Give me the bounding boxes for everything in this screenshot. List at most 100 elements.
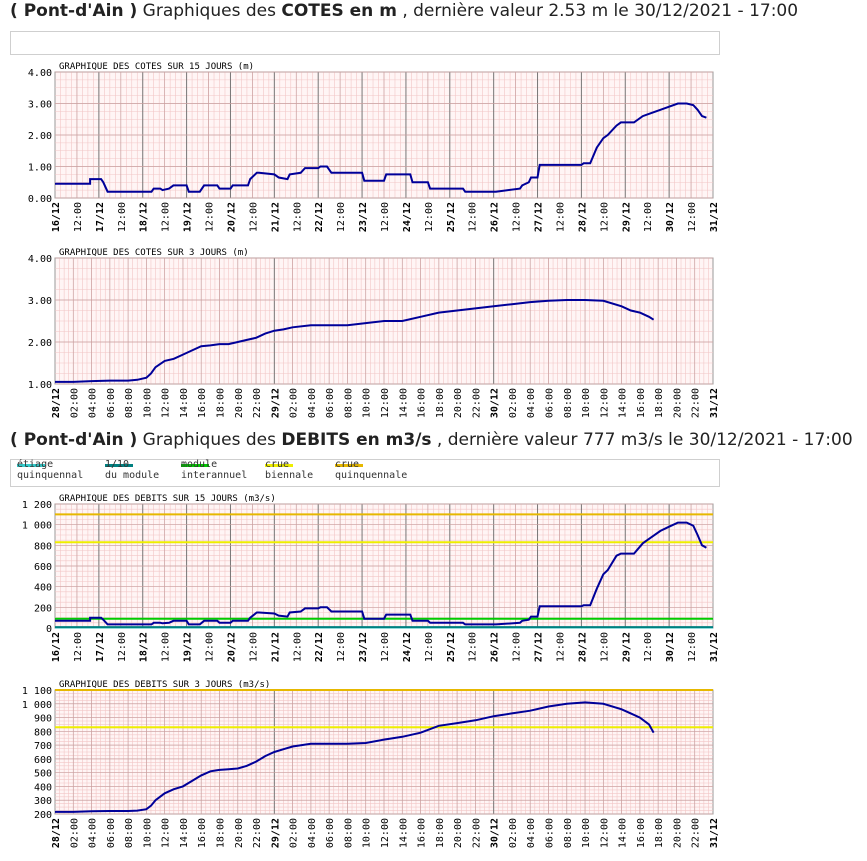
x-tick-label: 30/12 [665, 632, 676, 662]
heading-last-value: , dernière valeur 2.53 m le 30/12/2021 -… [396, 1, 799, 21]
x-tick-label: 12:00 [643, 202, 654, 232]
x-tick-label: 20:00 [672, 818, 683, 848]
x-tick-label: 16/12 [51, 202, 62, 232]
x-tick-label: 12:00 [555, 202, 566, 232]
x-tick-label: 12:00 [336, 632, 347, 662]
y-tick-label: 800 [34, 541, 52, 552]
x-tick-label: 08:00 [124, 388, 135, 418]
x-tick-label: 30/12 [490, 818, 501, 848]
legend-label: étiage quinquennal [17, 459, 84, 481]
x-tick-label: 20:00 [234, 388, 245, 418]
x-tick-label: 18:00 [435, 818, 446, 848]
x-tick-label: 10:00 [142, 388, 153, 418]
x-tick-label: 12:00 [599, 202, 610, 232]
x-tick-label: 10:00 [362, 818, 373, 848]
x-tick-label: 14:00 [179, 818, 190, 848]
x-tick-label: 28/12 [51, 818, 62, 848]
chart-title: GRAPHIQUE DES COTES SUR 15 JOURS (m) [59, 62, 254, 72]
x-tick-label: 14:00 [618, 818, 629, 848]
chart-title: GRAPHIQUE DES DEBITS SUR 15 JOURS (m3/s) [59, 494, 276, 504]
x-tick-label: 22:00 [252, 388, 263, 418]
y-tick-label: 0.00 [28, 194, 52, 205]
x-tick-label: 16/12 [51, 632, 62, 662]
heading-measure: DEBITS en m3/s [281, 430, 432, 450]
legend-label: crue quinquennale [335, 459, 408, 481]
x-tick-label: 22/12 [314, 202, 325, 232]
x-tick-label: 27/12 [534, 202, 545, 232]
x-tick-label: 12:00 [292, 202, 303, 232]
x-tick-label: 28/12 [51, 388, 62, 418]
x-tick-label: 21/12 [270, 202, 281, 232]
y-tick-label: 1.00 [28, 380, 52, 391]
x-tick-label: 18:00 [435, 388, 446, 418]
x-tick-label: 23/12 [358, 632, 369, 662]
x-tick-label: 12:00 [73, 632, 84, 662]
y-tick-label: 2.00 [28, 338, 52, 349]
series-line [55, 299, 655, 383]
x-tick-label: 12:00 [599, 388, 610, 418]
legend-label: 1/10 du module [105, 459, 160, 481]
x-tick-label: 12:00 [73, 202, 84, 232]
x-tick-label: 02:00 [289, 388, 300, 418]
x-tick-label: 16:00 [417, 818, 428, 848]
x-tick-label: 12:00 [117, 632, 128, 662]
x-tick-label: 23/12 [358, 202, 369, 232]
x-tick-label: 12:00 [292, 632, 303, 662]
y-tick-label: 700 [34, 741, 52, 752]
x-tick-label: 12:00 [555, 632, 566, 662]
x-tick-label: 04:00 [526, 818, 537, 848]
station-name: ( Pont-d'Ain ) [10, 1, 138, 21]
y-tick-label: 600 [34, 562, 52, 573]
x-tick-label: 12:00 [643, 632, 654, 662]
legend-item-module: module interannuel [181, 459, 247, 481]
x-tick-label: 18/12 [139, 202, 150, 232]
x-tick-label: 12:00 [336, 202, 347, 232]
heading-debits: ( Pont-d'Ain ) Graphiques des DEBITS en … [10, 430, 853, 450]
x-tick-label: 08:00 [343, 818, 354, 848]
x-tick-label: 12:00 [248, 632, 259, 662]
x-tick-label: 02:00 [69, 388, 80, 418]
chart-cotes-3-days: 1.00 2.00 3.00 4.00 28/12 02:00 04:00 06:00 08:0… [28, 248, 720, 418]
x-tick-label: 28/12 [577, 632, 588, 662]
y-tick-label: 300 [34, 796, 52, 807]
x-tick-label: 22:00 [471, 388, 482, 418]
legend-item-crue-biennale: crue biennale [265, 459, 313, 481]
x-tick-label: 21/12 [270, 632, 281, 662]
x-tick-label: 12:00 [512, 202, 523, 232]
x-tick-label: 16:00 [197, 388, 208, 418]
x-tick-label: 31/12 [709, 388, 720, 418]
x-tick-label: 12:00 [205, 632, 216, 662]
x-tick-label: 12:00 [205, 202, 216, 232]
x-tick-label: 14:00 [179, 388, 190, 418]
x-tick-label: 14:00 [618, 388, 629, 418]
x-tick-label: 12:00 [687, 202, 698, 232]
x-tick-label: 12:00 [248, 202, 259, 232]
chart-cotes-15-days: 0.00 1.00 2.00 3.00 4.00 16/12 12:00 17/12 12:00… [28, 62, 720, 232]
series-line [55, 701, 655, 813]
x-tick-label: 12:00 [380, 818, 391, 848]
x-tick-label: 12:00 [380, 632, 391, 662]
x-tick-label: 20:00 [672, 388, 683, 418]
x-tick-label: 24/12 [402, 632, 413, 662]
x-tick-label: 14:00 [398, 388, 409, 418]
x-tick-label: 25/12 [446, 632, 457, 662]
chart-debits-3-days: 200 300 400 500 600 700 800 900 1 000 1 100 28/12 0… [22, 680, 720, 848]
x-tick-label: 12:00 [512, 632, 523, 662]
x-tick-label: 30/12 [490, 388, 501, 418]
y-tick-label: 400 [34, 583, 52, 594]
y-tick-label: 1 100 [22, 686, 52, 697]
x-tick-label: 12:00 [599, 818, 610, 848]
y-tick-label: 900 [34, 714, 52, 725]
x-tick-label: 06:00 [545, 818, 556, 848]
legend: étiage quinquennal 1/10 du module module… [10, 459, 720, 487]
heading-cotes: ( Pont-d'Ain ) Graphiques des COTES en m… [10, 1, 798, 21]
x-tick-label: 12:00 [380, 388, 391, 418]
y-tick-label: 3.00 [28, 296, 52, 307]
y-tick-label: 400 [34, 782, 52, 793]
x-tick-label: 08:00 [563, 818, 574, 848]
x-tick-label: 02:00 [69, 818, 80, 848]
x-tick-label: 31/12 [709, 632, 720, 662]
legend-item-dixieme-module: 1/10 du module [105, 459, 160, 481]
legend-box-empty [10, 31, 720, 55]
legend-swatch [335, 464, 363, 467]
